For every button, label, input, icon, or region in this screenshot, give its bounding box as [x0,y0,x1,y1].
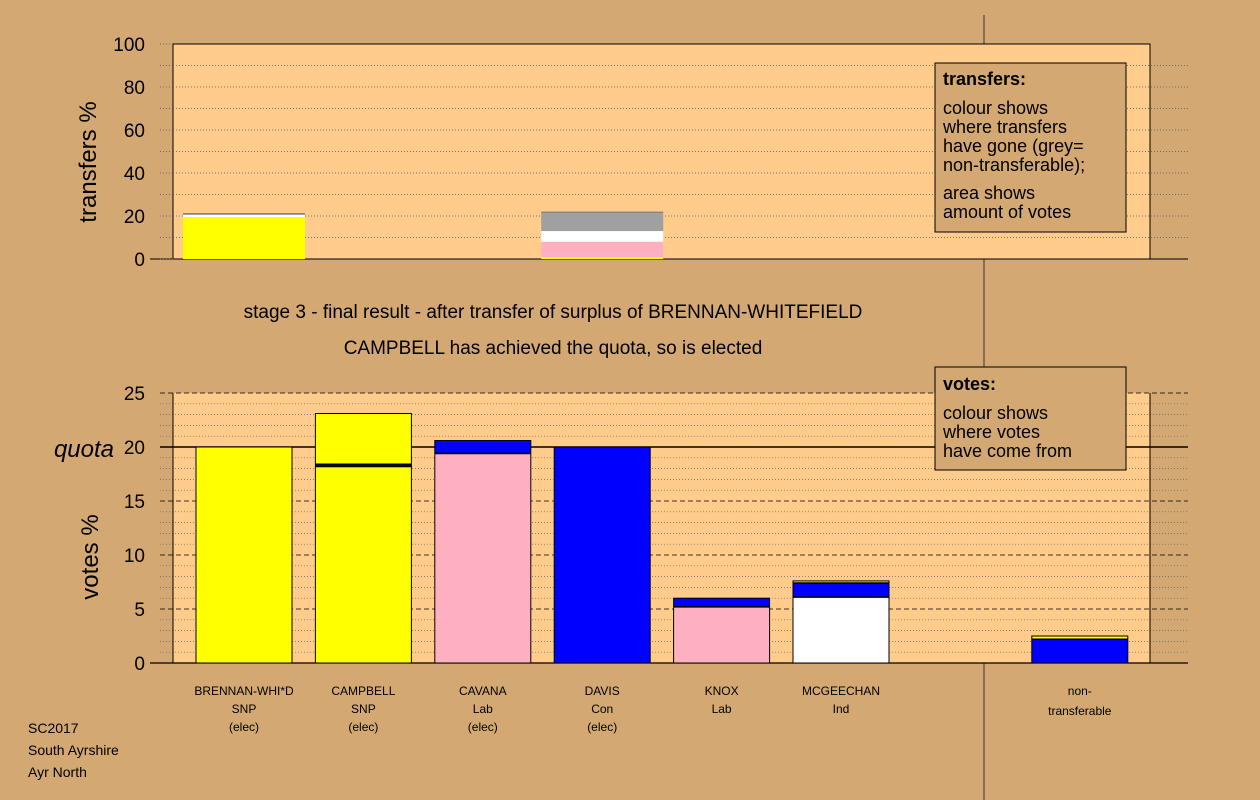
vote-segment [196,447,292,663]
candidate-label: (elec) [348,720,378,734]
votes-bars [195,413,1129,664]
votes-y-axis: 0 5 10 15 20 25 [124,384,145,675]
vote-bar-outline [673,597,771,664]
vote-segment [315,413,412,465]
candidate-label: (elec) [229,720,259,734]
candidate-label: SNP [351,702,376,716]
votes-legend-line: colour shows [943,403,1048,423]
candidate-label: (elec) [468,720,498,734]
y-tick-label: 25 [124,384,145,405]
non-transferable-label: transferable [1048,704,1112,718]
vote-bar-outline [1031,635,1129,664]
y-tick-label: 20 [124,207,145,228]
vote-bar-outline [553,446,651,664]
transfers-legend-line: colour shows [943,98,1048,118]
vote-segment [793,597,889,663]
vote-bar-outline [434,440,532,664]
footer-council: South Ayrshire [28,742,119,758]
vote-segment [793,580,889,584]
transfers-legend-line: where transfers [942,117,1067,137]
vote-segment [315,464,412,467]
candidate-label: Con [591,702,613,716]
candidate-label: SNP [232,702,257,716]
stage-description: stage 3 - final result - after transfer … [244,302,863,323]
votes-legend: votes: colour shows where votes have com… [934,366,1127,471]
vote-bar-outline [195,446,293,664]
vote-segment [434,453,531,663]
candidate-label: Lab [712,702,732,716]
vote-segment [673,598,770,607]
transfers-legend-title: transfers: [943,69,1026,89]
transfer-segment [541,231,664,242]
candidate-label: DAVIS [585,684,620,698]
y-tick-label: 100 [113,35,145,56]
election-status: CAMPBELL has achieved the quota, so is e… [344,338,763,359]
y-tick-label: 5 [134,600,145,621]
transfer-segment [541,257,664,259]
candidate-label: BRENNAN-WHI*D [194,684,294,698]
transfer-segment [183,214,305,218]
transfers-y-axis: 0 20 40 60 80 100 [113,35,173,271]
vote-segment [315,466,412,663]
y-tick-label: 20 [124,438,145,459]
y-tick-label: 40 [124,164,145,185]
candidate-labels: BRENNAN-WHI*D SNP (elec) CAMPBELL SNP (elec) C… [194,684,1111,734]
footer-ward: Ayr North [28,764,87,780]
candidate-label: CAMPBELL [331,684,395,698]
transfers-y-axis-title: transfers % [75,101,102,222]
vote-segment [793,583,889,598]
votes-y-axis-title: votes % [77,514,104,599]
candidate-label: Lab [473,702,493,716]
candidate-label: KNOX [705,684,739,698]
transfers-legend-line: area shows [943,183,1035,203]
transfers-legend-line: amount of votes [943,202,1071,222]
y-tick-label: 60 [124,121,145,142]
vote-segment [554,447,651,663]
y-tick-label: 15 [124,492,145,513]
transfer-segment [541,212,664,232]
transfers-legend-line: non-transferable); [943,155,1085,175]
quota-label: quota [54,436,114,463]
y-tick-label: 0 [134,250,145,271]
y-tick-label: 10 [124,546,145,567]
vote-bar-outline [314,413,412,664]
transfer-segment [183,213,305,215]
vote-segment [434,440,531,454]
candidate-label: CAVANA [459,684,507,698]
candidate-label: Ind [833,702,850,716]
transfers-bars [183,211,664,259]
footer-election: SC2017 [28,720,79,736]
candidate-label: (elec) [587,720,617,734]
votes-legend-title: votes: [943,374,996,394]
non-transferable-label: non- [1068,684,1092,698]
transfers-legend: transfers: colour shows where transfers … [934,62,1127,233]
transfer-segment [541,241,664,258]
vote-segment [1031,639,1128,663]
transfers-legend-box [934,62,1127,233]
votes-legend-line: where votes [942,422,1040,442]
votes-legend-box [934,366,1127,471]
vote-bar-outline [792,580,890,664]
candidate-label: MCGEECHAN [802,684,880,698]
transfers-gridlines [150,65,1188,260]
transfers-legend-line: have gone (grey= [943,136,1084,156]
y-tick-label: 0 [134,654,145,675]
vote-segment [673,606,770,663]
transfer-segment [183,217,305,259]
vote-segment [1031,636,1128,640]
y-tick-label: 80 [124,78,145,99]
votes-legend-line: have come from [943,441,1072,461]
